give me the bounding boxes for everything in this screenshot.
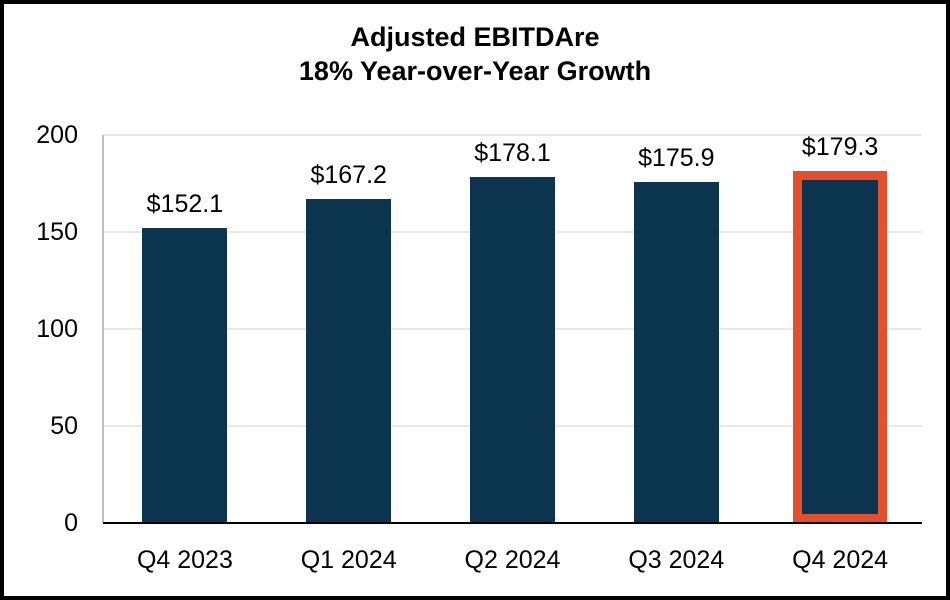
y-tick-label: 0 [64,509,78,537]
bar-data-label: $167.2 [310,160,387,189]
x-category-label: Q4 2023 [136,546,233,574]
x-axis-line [103,522,922,524]
x-category-label: Q2 2024 [464,546,561,574]
gridline [103,134,922,136]
bar [470,177,555,523]
y-tick-label: 150 [36,218,78,246]
bar-data-label: $175.9 [638,143,715,172]
bar-data-label: $178.1 [474,139,551,168]
bar [633,181,719,523]
y-tick-label: 200 [36,121,78,149]
bar-data-label: $179.3 [801,132,879,161]
chart-title-line2: 18% Year-over-Year Growth [298,56,652,86]
x-category-label: Q4 2024 [792,546,889,574]
x-category-label: Q3 2024 [628,546,725,574]
y-tick-label: 50 [50,412,78,440]
bar [306,198,392,523]
x-category-label: Q1 2024 [300,546,397,574]
bar [142,227,228,523]
bar-data-label: $152.1 [146,189,224,218]
highlighted-bar [793,170,888,523]
chart-title: Adjusted EBITDAre 18% Year-over-Year Gro… [0,20,950,88]
y-axis-line [102,135,104,523]
y-tick-label: 100 [36,315,78,343]
chart-title-line1: Adjusted EBITDAre [350,22,600,52]
